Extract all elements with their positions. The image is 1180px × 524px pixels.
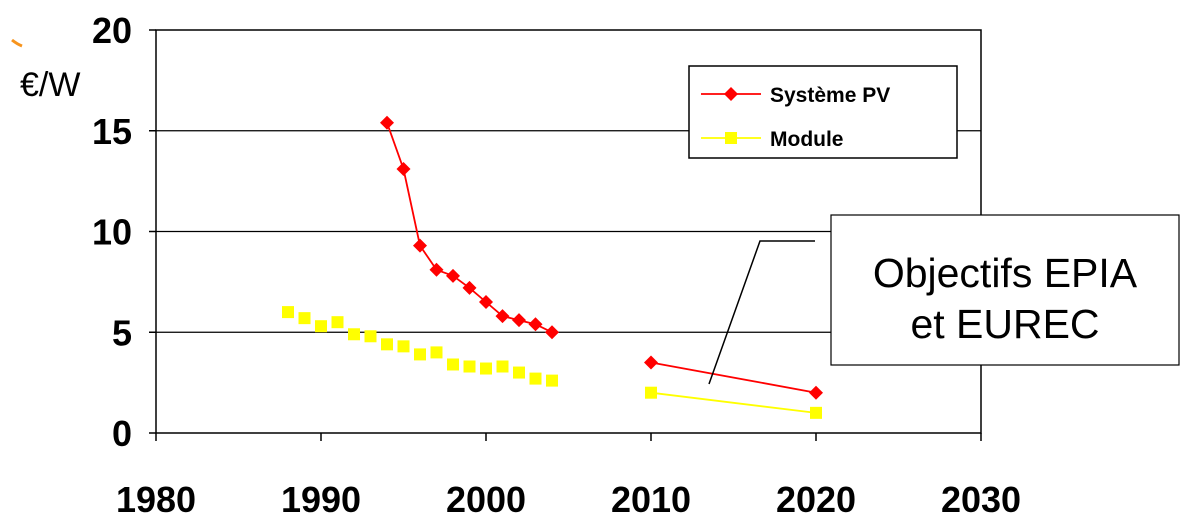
data-point-module (529, 372, 542, 385)
annotation-line-1: Objectifs EPIA (873, 250, 1138, 296)
data-point-pv (479, 295, 493, 310)
x-tick-label: 1990 (281, 479, 361, 520)
series-line-module (650, 391, 817, 414)
annotation-line-2: et EUREC (910, 301, 1099, 347)
data-point-pv (809, 385, 823, 400)
x-tick-label: 1980 (116, 479, 196, 520)
data-point-pv (462, 280, 477, 295)
data-point-pv (429, 262, 444, 277)
data-point-module (480, 362, 492, 375)
data-point-module (282, 306, 294, 319)
data-point-module (397, 340, 410, 353)
data-point-pv (545, 325, 559, 340)
data-point-module (645, 386, 657, 399)
legend: Système PV Module (688, 65, 958, 159)
data-point-module (546, 374, 558, 387)
data-point-pv (512, 313, 526, 328)
legend-label-module: Module (770, 128, 844, 151)
data-point-pv (396, 162, 411, 177)
annotation: Objectifs EPIA et EUREC (708, 214, 1180, 385)
data-point-pv (446, 268, 460, 283)
y-tick-label: 0 (112, 413, 132, 454)
data-point-module (315, 320, 327, 333)
y-tick-label: 20 (92, 10, 132, 51)
legend-marker-pv (724, 87, 738, 101)
data-point-module (430, 346, 443, 359)
data-point-module (513, 366, 525, 379)
data-point-module (810, 406, 822, 419)
data-point-pv (413, 238, 427, 253)
series-layer (282, 115, 823, 419)
y-tick-label: 10 (92, 212, 132, 253)
x-tick-label: 2020 (776, 479, 856, 520)
legend-marker-module (725, 132, 737, 144)
annotation-pointer (708, 240, 815, 385)
data-point-module (463, 360, 476, 373)
x-tick-label: 2010 (611, 479, 691, 520)
series-line-pv (386, 122, 553, 334)
legend-label-pv: Système PV (770, 84, 890, 107)
data-point-module (496, 360, 509, 373)
y-unit-label: €/W (20, 66, 80, 104)
data-point-pv (644, 355, 658, 370)
data-point-module (381, 338, 393, 351)
x-tick-label: 2000 (446, 479, 526, 520)
data-point-module (348, 328, 360, 341)
y-tick-label: 15 (92, 111, 132, 152)
data-point-module (414, 348, 426, 361)
series-line-pv (650, 361, 817, 394)
data-point-pv (528, 317, 543, 332)
y-tick-label: 5 (112, 312, 132, 353)
x-tick-label: 2030 (941, 479, 1021, 520)
annotation-box (830, 214, 1180, 366)
data-point-module (298, 312, 311, 325)
axes: 0 5 10 15 20 1980 1990 2000 2010 2020 2030 (92, 10, 1021, 520)
data-point-module (364, 330, 377, 343)
data-point-module (447, 358, 459, 371)
data-point-pv (495, 309, 510, 324)
orange-mark-icon (11, 38, 23, 48)
data-point-module (331, 316, 344, 329)
data-point-pv (380, 115, 394, 130)
